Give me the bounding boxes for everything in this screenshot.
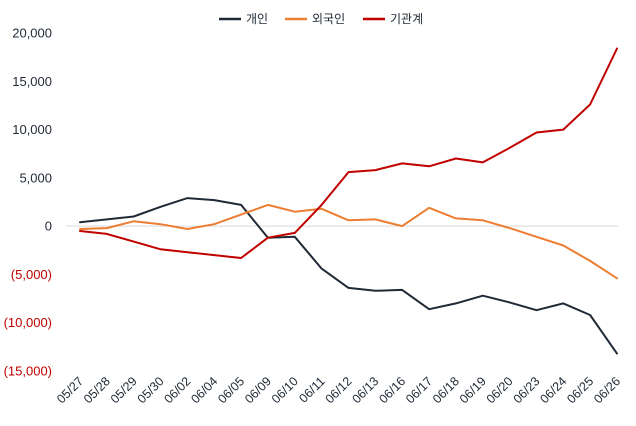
x-tick-label: 06/17 [403, 374, 435, 406]
x-axis-ticks: 05/2705/2805/2905/3006/0206/0406/0506/09… [54, 374, 623, 406]
x-tick-label: 06/02 [162, 374, 194, 406]
x-tick-label: 06/10 [269, 374, 301, 406]
x-tick-label: 06/24 [537, 374, 569, 406]
y-tick-label: (5,000) [11, 267, 52, 282]
series-line [79, 47, 618, 259]
x-tick-label: 06/18 [430, 374, 462, 406]
chart-legend: 개인 외국인 기관계 [219, 12, 423, 26]
x-tick-label: 06/25 [564, 374, 596, 406]
x-tick-label: 06/26 [591, 374, 623, 406]
x-tick-label: 06/23 [511, 374, 543, 406]
x-tick-label: 06/19 [457, 374, 489, 406]
x-tick-label: 06/11 [296, 374, 327, 405]
legend-label: 기관계 [390, 12, 423, 26]
x-tick-label: 06/13 [349, 374, 381, 406]
y-tick-label: 15,000 [12, 74, 52, 89]
x-tick-label: 06/09 [242, 374, 274, 406]
x-tick-label: 06/12 [323, 374, 355, 406]
x-tick-label: 05/30 [135, 374, 167, 406]
x-tick-label: 06/16 [376, 374, 408, 406]
y-tick-label: 0 [45, 219, 52, 234]
legend-label: 외국인 [312, 12, 345, 26]
y-tick-label: 20,000 [12, 26, 52, 41]
x-tick-label: 06/20 [484, 374, 516, 406]
x-tick-label: 05/27 [54, 374, 86, 406]
legend-label: 개인 [246, 12, 268, 26]
y-tick-label: (15,000) [4, 364, 52, 379]
x-tick-label: 05/28 [81, 374, 113, 406]
y-tick-label: 10,000 [12, 122, 52, 137]
y-tick-label: (10,000) [4, 315, 52, 330]
series-line [79, 197, 618, 355]
series-lines [79, 47, 618, 355]
y-axis-ticks: 20,000 15,000 10,000 5,000 0 (5,000) (10,000) (… [4, 26, 52, 379]
series-line [79, 203, 618, 280]
x-tick-label: 05/29 [108, 374, 140, 406]
y-tick-label: 5,000 [19, 170, 52, 185]
x-tick-label: 06/04 [188, 374, 220, 406]
x-tick-label: 06/05 [215, 374, 247, 406]
